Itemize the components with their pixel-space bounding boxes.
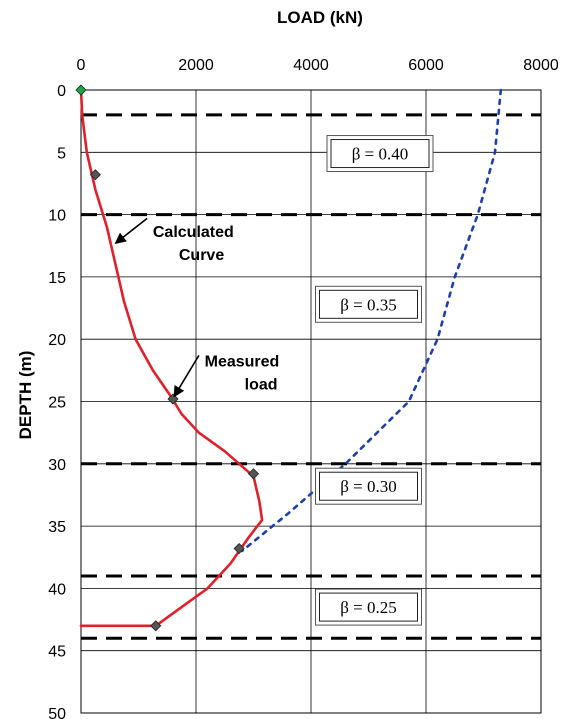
x-tick-label: 8000 [523,57,559,74]
measured-point-marker [150,620,162,632]
beta-label: β = 0.30 [340,477,397,496]
beta-box-inner [319,289,418,319]
annotation-arrow [114,217,148,244]
x-axis-title: LOAD (kN) [277,8,363,27]
measured-point-marker [89,169,101,181]
y-tick-label: 35 [48,519,66,536]
y-tick-label: 0 [57,83,66,100]
measured-point-marker [233,542,245,555]
annotation-text: Calculated [153,224,234,241]
y-tick-label: 25 [48,395,66,412]
x-tick-label: 6000 [408,57,444,74]
beta-box-inner [330,139,430,169]
y-tick-label: 40 [48,581,66,598]
x-tick-label: 4000 [293,57,329,74]
dotted-curve-line [240,88,503,553]
y-tick-label: 10 [48,208,66,225]
y-tick-label: 30 [48,457,66,474]
annotation-text: Curve [179,247,224,264]
annotation-arrow [173,354,200,398]
x-tick-label: 0 [77,57,86,74]
beta-label: β = 0.25 [340,598,397,617]
y-tick-label: 15 [48,270,66,287]
annotation-text: load [245,377,278,394]
beta-label: β = 0.35 [340,295,397,314]
measured-point-marker [247,468,260,480]
plot-area: 0 2000 4000 6000 8000 0 5 10 15 20 25 30 35 40 45 50 β =… [48,57,559,719]
calculated-curve-line [79,88,264,628]
beta-label: β = 0.40 [352,145,409,164]
y-tick-label: 50 [48,706,66,719]
y-axis-title: DEPTH (m) [16,351,35,440]
y-tick-label: 20 [48,332,66,349]
beta-box-inner [319,592,418,622]
annotation-text: Measured [205,354,280,371]
measured-point-marker [75,84,87,96]
y-tick-label: 5 [57,145,66,162]
y-tick-label: 45 [48,644,66,661]
x-tick-label: 2000 [178,57,214,74]
beta-box-inner [319,471,418,501]
